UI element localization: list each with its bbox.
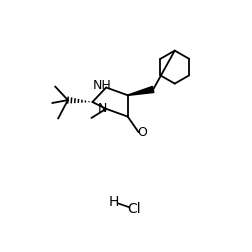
Text: N: N	[98, 102, 107, 115]
Text: NH: NH	[92, 79, 111, 92]
Text: H: H	[108, 195, 119, 209]
Text: O: O	[137, 125, 146, 139]
Polygon shape	[127, 86, 153, 96]
Text: Cl: Cl	[126, 202, 140, 216]
